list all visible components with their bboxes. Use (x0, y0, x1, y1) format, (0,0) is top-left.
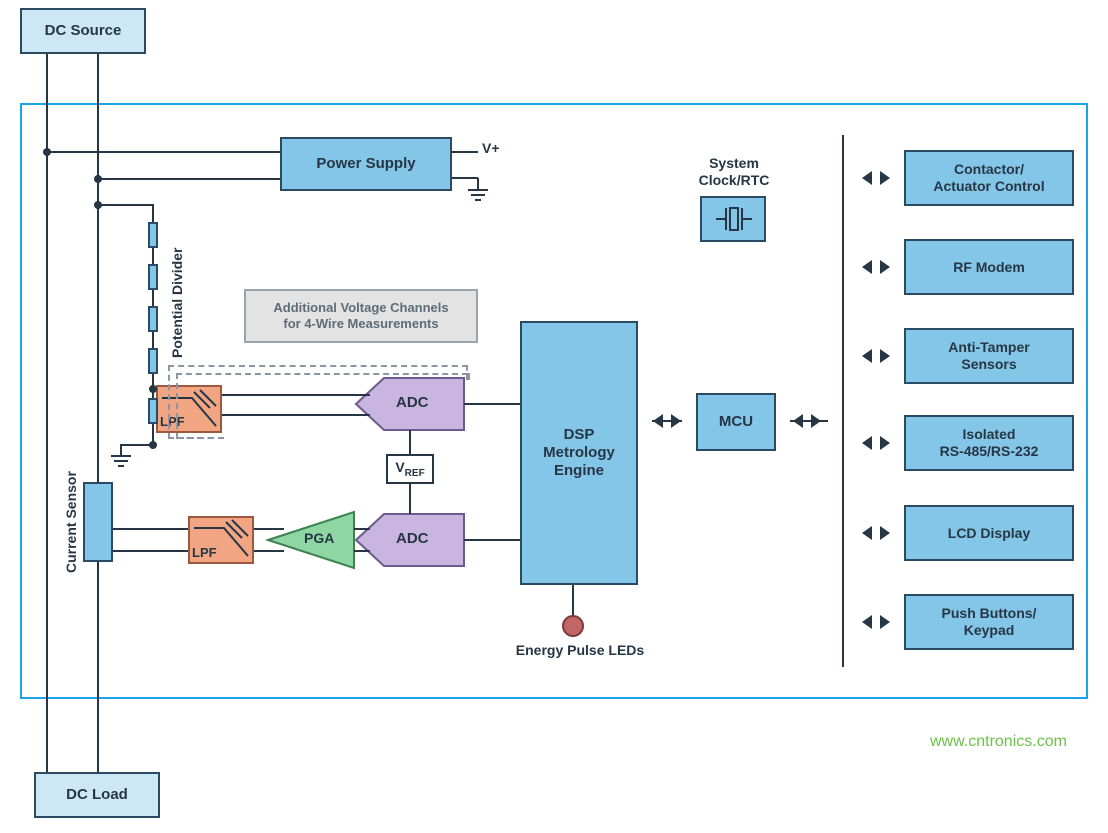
dc-load-block: DC Load (34, 772, 160, 818)
anti-tamper-block: Anti-Tamper Sensors (904, 328, 1074, 384)
watermark: www.cntronics.com (930, 732, 1067, 751)
wire-gnd-v (120, 444, 122, 456)
dash-bot-2 (176, 437, 224, 439)
current-sensor-label: Current Sensor (63, 463, 79, 573)
wire-adc2-dsp (464, 539, 520, 541)
rf-modem-block: RF Modem (904, 239, 1074, 295)
system-clock-label: System Clock/RTC (694, 155, 774, 189)
vplus-label: V+ (482, 140, 500, 157)
vref-block: VREF (386, 454, 434, 484)
node-3 (94, 201, 102, 209)
arrow-anti (862, 349, 890, 363)
power-supply-block: Power Supply (280, 137, 452, 191)
rs485-block: Isolated RS-485/RS-232 (904, 415, 1074, 471)
current-sensor-block (83, 482, 113, 562)
right-divider (842, 135, 844, 667)
wire-pga-adc2-top (354, 528, 370, 530)
wire-ps-top (46, 151, 280, 153)
wire-cs-lpf2-bot (113, 550, 188, 552)
wire-r12 (152, 248, 154, 264)
lpf2-label: LPF (192, 545, 217, 561)
arrow-mcu-right (793, 414, 821, 428)
wire-pd-tap (97, 204, 153, 206)
adc2-label: ADC (396, 530, 429, 548)
diagram-canvas: DC Source DC Load Power Supply V+ System… (0, 0, 1108, 833)
dsp-block: DSP Metrology Engine (520, 321, 638, 585)
wire-pga-adc2-bot (354, 550, 370, 552)
wire-vref-down (409, 484, 411, 514)
vref-text: VREF (395, 459, 424, 480)
system-clock-box (700, 196, 766, 242)
wire-lpf2-pga-top (254, 528, 284, 530)
wire-r23 (152, 290, 154, 306)
node-1 (43, 148, 51, 156)
wire-vref-up (409, 430, 411, 454)
dash-top-2 (176, 373, 468, 375)
wire-rail-right-2 (97, 562, 99, 772)
arrow-push (862, 615, 890, 629)
potential-divider-label: Potential Divider (169, 228, 185, 358)
lcd-block: LCD Display (904, 505, 1074, 561)
adc1-label: ADC (396, 394, 429, 412)
resistor-1 (148, 222, 158, 248)
pga-label: PGA (304, 530, 334, 547)
wire-lpf2-pga-bot (254, 550, 284, 552)
dc-source-block: DC Source (20, 8, 146, 54)
arrow-dsp-mcu (653, 414, 681, 428)
dash-v-2 (176, 373, 178, 439)
wire-rail-right (97, 54, 99, 482)
arrow-rs (862, 436, 890, 450)
lpf1-label: LPF (160, 414, 185, 430)
resistor-3 (148, 306, 158, 332)
wire-cs-lpf2-top (113, 528, 188, 530)
wire-dsp-led (572, 585, 574, 617)
arrow-contactor (862, 171, 890, 185)
dash-v-4 (468, 373, 470, 380)
node-lpf-in (149, 385, 157, 393)
resistor-4 (148, 348, 158, 374)
push-buttons-block: Push Buttons/ Keypad (904, 594, 1074, 650)
energy-led-label: Energy Pulse LEDs (510, 642, 650, 659)
resistor-2 (148, 264, 158, 290)
wire-lpf1-adc1-bot (222, 414, 370, 416)
wire-r34 (152, 332, 154, 348)
mcu-block: MCU (696, 393, 776, 451)
dash-v-1 (168, 365, 170, 439)
resistor-5 (148, 398, 158, 424)
wire-ps-bot (97, 178, 280, 180)
arrow-lcd (862, 526, 890, 540)
wire-pd-v (152, 204, 154, 222)
addl-note: Additional Voltage Channels for 4-Wire M… (244, 289, 478, 343)
dash-top-1 (168, 365, 468, 367)
contactor-block: Contactor/ Actuator Control (904, 150, 1074, 206)
wire-rail-left (46, 54, 48, 772)
node-gnd (149, 441, 157, 449)
wire-adc1-dsp (464, 403, 520, 405)
arrow-rf (862, 260, 890, 274)
node-2 (94, 175, 102, 183)
wire-lpf1-adc1-top (222, 394, 370, 396)
